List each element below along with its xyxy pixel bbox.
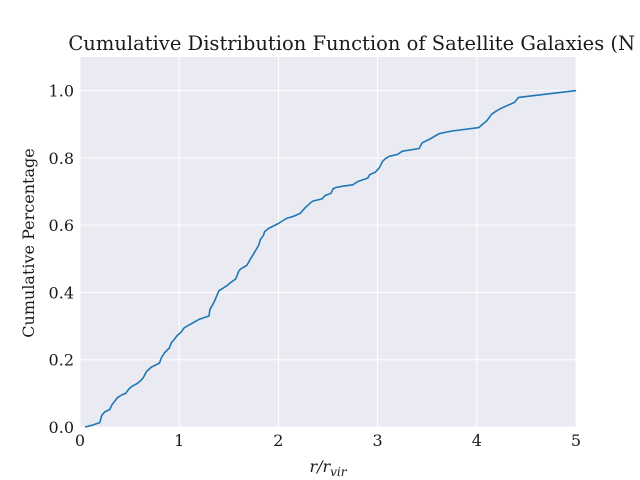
y-tick-label: 0.2 bbox=[49, 351, 74, 370]
y-tick-label: 0.4 bbox=[49, 283, 74, 302]
chart-title: Cumulative Distribution Function of Sate… bbox=[68, 32, 640, 55]
x-axis-label: r/rvir bbox=[309, 457, 347, 479]
x-tick-label: 0 bbox=[75, 431, 85, 450]
y-axis-label: Cumulative Percentage bbox=[19, 148, 38, 337]
x-tick-label: 4 bbox=[472, 431, 482, 450]
y-tick-labels: 0.0 0.2 0.4 0.6 0.8 1.0 bbox=[49, 82, 74, 437]
x-tick-label: 3 bbox=[373, 431, 383, 450]
y-tick-label: 0.0 bbox=[49, 418, 74, 437]
x-tick-label: 5 bbox=[571, 431, 581, 450]
series-line-cdf bbox=[84, 89, 577, 428]
plot-background bbox=[80, 57, 576, 427]
x-tick-labels: 0 1 2 3 4 5 bbox=[75, 431, 581, 450]
y-tick-label: 0.6 bbox=[49, 216, 74, 235]
x-tick-label: 2 bbox=[273, 431, 283, 450]
x-axis-label-subscript: vir bbox=[330, 465, 348, 479]
x-axis-label-main: r/r bbox=[309, 457, 331, 476]
y-tick-label: 1.0 bbox=[49, 82, 74, 101]
y-tick-label: 0.8 bbox=[49, 149, 74, 168]
x-tick-label: 1 bbox=[174, 431, 184, 450]
gridlines bbox=[79, 57, 577, 428]
